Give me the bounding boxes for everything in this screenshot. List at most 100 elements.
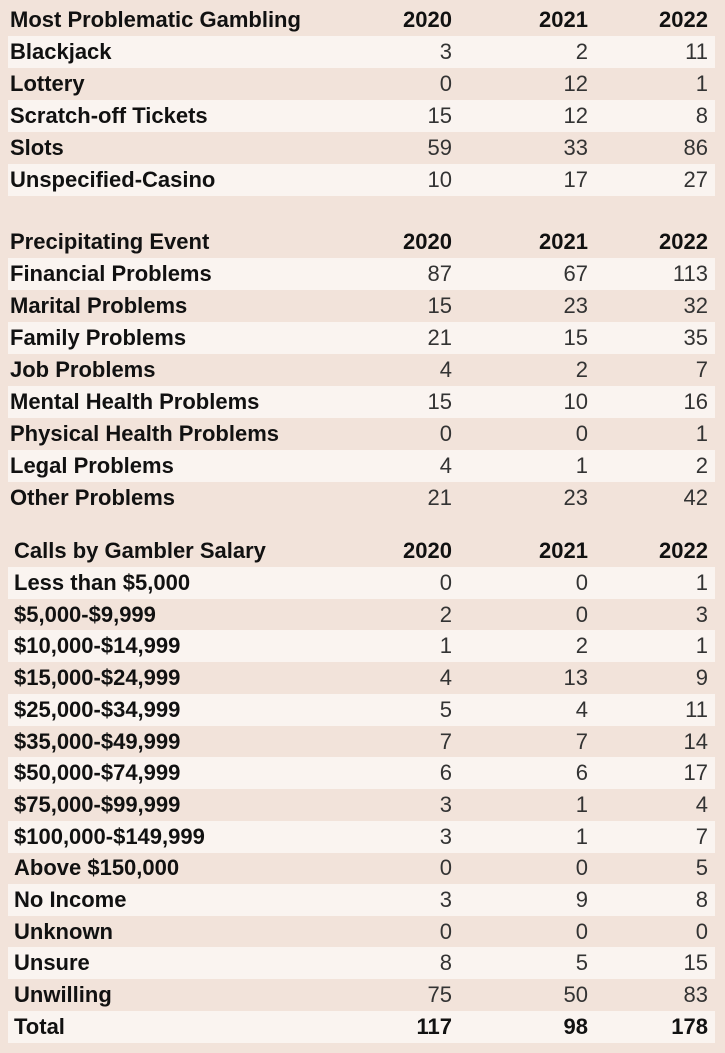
cell-value: 178 [671,1013,708,1039]
cell-value: 27 [683,167,708,192]
table-row: Less than $5,000 0 0 1 [8,567,715,599]
row-label: $15,000-$24,999 [14,665,181,691]
table-row: Other Problems 21 23 42 [8,482,715,514]
cell-value: 14 [683,728,708,754]
cell-value: 0 [439,918,452,944]
table-row: Marital Problems 15 23 32 [8,290,715,322]
row-label: Unwilling [14,982,112,1008]
cell-value: 2021 [539,7,588,32]
table-row: Blackjack 3 2 11 [8,36,715,68]
row-label: Other Problems [10,485,176,510]
cell-value: 3 [439,823,452,849]
row-label: Family Problems [10,325,187,350]
cell-value: 8 [695,887,708,912]
table-row: $75,000-$99,999 3 1 4 [8,789,715,821]
cell-value: 4 [695,791,708,817]
cell-value: 2020 [403,7,452,32]
cell-value: 6 [575,760,588,786]
cell-value: 15 [427,293,452,318]
header-row: Most Problematic Gambling 2020 2021 2022 [8,4,715,36]
cell-value: 67 [563,261,588,286]
row-label: Scratch-off Tickets [10,103,208,128]
row-label: Job Problems [10,357,156,382]
cell-value: 3 [439,791,452,817]
cell-value: 2022 [659,7,708,32]
cell-value: 16 [683,389,708,414]
row-label: Legal Problems [10,453,174,478]
table-row: $10,000-$14,999 1 2 1 [8,630,715,663]
row-label: Total [14,1013,65,1039]
cell-value: 0 [575,421,588,446]
row-label: $75,000-$99,999 [14,791,181,817]
cell-value: 3 [439,39,452,64]
table-row: Legal Problems 4 1 2 [8,450,715,482]
cell-value: 2022 [659,538,708,563]
cell-value: 4 [439,665,452,691]
cell-value: 117 [416,1013,453,1039]
cell-value: 0 [695,918,708,944]
row-label: No Income [14,887,127,912]
cell-value: 2022 [659,229,708,254]
table-row: Family Problems 21 15 35 [8,322,715,354]
cell-value: 1 [695,421,708,446]
cell-value: 83 [683,982,708,1008]
cell-value: 11 [685,39,708,64]
cell-value: 0 [439,570,452,595]
cell-value: 0 [575,570,588,595]
cell-value: 0 [439,71,452,96]
cell-value: 12 [563,103,588,128]
row-label: Unspecified-Casino [10,167,216,192]
cell-value: 23 [563,293,588,318]
row-label: Slots [10,135,64,160]
cell-value: 1 [575,791,588,817]
table-row: Job Problems 4 2 7 [8,354,715,386]
table-row: Unknown 0 0 0 [8,916,715,948]
cell-value: 2021 [539,538,588,563]
table-row: Scratch-off Tickets 15 12 8 [8,100,715,132]
cell-value: 9 [695,665,708,691]
row-label: $50,000-$74,999 [14,760,181,786]
cell-value: 10 [563,389,588,414]
cell-value: 7 [575,728,588,754]
table-row: Unwilling 75 50 83 [8,979,715,1011]
cell-value: 15 [683,950,708,976]
cell-value: 10 [427,167,452,192]
cell-value: 33 [563,135,588,160]
cell-value: 4 [575,696,588,722]
cell-value: 2 [575,39,588,64]
row-label: Unsure [14,950,90,976]
row-label: Physical Health Problems [10,421,279,446]
cell-value: 8 [695,103,708,128]
cell-value: 21 [427,325,452,350]
header-row: Precipitating Event 2020 2021 2022 [8,226,715,258]
row-label: $35,000-$49,999 [14,728,181,754]
cell-value: 3 [439,887,452,912]
cell-value: 35 [683,325,708,350]
cell-value: 7 [439,728,452,754]
row-label: Financial Problems [10,261,212,286]
row-label: $100,000-$149,999 [14,823,205,849]
table-row: $35,000-$49,999 7 7 14 [8,726,715,758]
cell-value: 1 [575,823,588,849]
table-row: Total 117 98 178 [8,1010,715,1043]
table-row: Financial Problems 87 67 113 [8,258,715,290]
table-row: $50,000-$74,999 6 6 17 [8,757,715,790]
table-row: Slots 59 33 86 [8,132,715,164]
table-row: No Income 3 9 8 [8,884,715,916]
row-label: Unknown [14,918,113,944]
cell-value: 42 [683,485,708,510]
row-label: Lottery [10,71,85,96]
cell-value: 21 [427,485,452,510]
cell-value: 2 [439,601,452,627]
cell-value: 2 [695,453,708,478]
row-label: Precipitating Event [10,229,210,254]
cell-value: 59 [427,135,452,160]
cell-value: 5 [575,950,588,976]
cell-value: 2 [575,357,588,382]
table-row: Above $150,000 0 0 5 [8,852,715,884]
table-row: $25,000-$34,999 5 4 11 [8,693,715,726]
row-label: Mental Health Problems [10,389,260,414]
row-label: $25,000-$34,999 [14,696,181,722]
cell-value: 32 [683,293,708,318]
